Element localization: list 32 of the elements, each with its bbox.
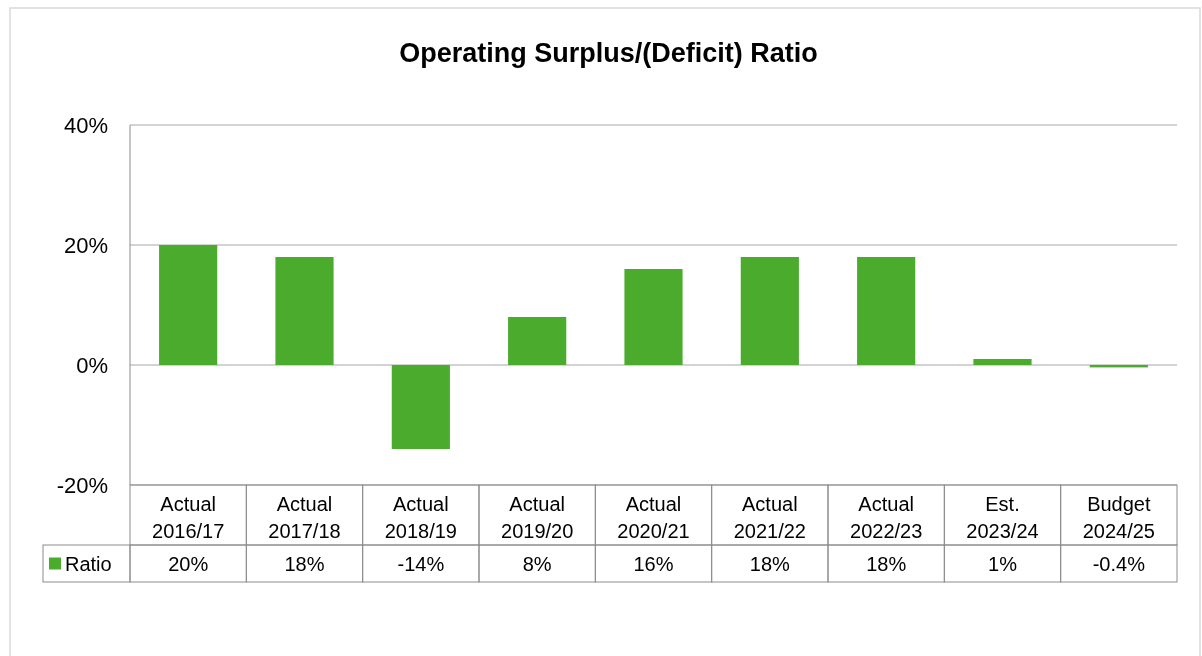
bar — [624, 269, 683, 365]
data-label: 8% — [522, 552, 552, 575]
y-tick-label: 0% — [76, 352, 108, 378]
y-tick-label: 20% — [63, 232, 108, 258]
bar — [159, 245, 218, 365]
x-tick-label: Actual 2016/17 — [152, 493, 225, 542]
bar — [508, 317, 567, 365]
data-label: -0.4% — [1092, 552, 1146, 575]
data-label: 16% — [633, 552, 674, 575]
legend-label: Ratio — [65, 552, 112, 575]
bar — [857, 257, 916, 365]
x-tick-label: Actual 2017/18 — [268, 493, 341, 542]
data-label: 1% — [988, 552, 1018, 575]
y-tick-label: 40% — [63, 112, 108, 138]
x-tick-label: Actual 2020/21 — [617, 493, 690, 542]
data-label: 18% — [749, 552, 791, 575]
x-tick-label: Actual 2018/19 — [384, 493, 457, 542]
x-tick-label: Actual 2019/20 — [501, 493, 574, 542]
chart-title: Operating Surplus/(Deficit) Ratio — [399, 38, 818, 68]
bar — [275, 257, 334, 365]
data-label: 18% — [284, 552, 325, 575]
x-tick-label: Actual 2022/23 — [850, 493, 923, 542]
bar — [973, 359, 1032, 365]
bar — [391, 365, 450, 449]
x-tick-label: Budget 2024/25 — [1082, 493, 1155, 542]
y-tick-label: -20% — [56, 472, 108, 498]
x-tick-label: Est. 2023/24 — [966, 493, 1039, 542]
data-label: -14% — [397, 552, 445, 575]
x-tick-label: Actual 2021/22 — [733, 493, 806, 542]
bar — [740, 257, 799, 365]
data-label: 20% — [168, 552, 209, 575]
data-label: 18% — [866, 552, 907, 575]
